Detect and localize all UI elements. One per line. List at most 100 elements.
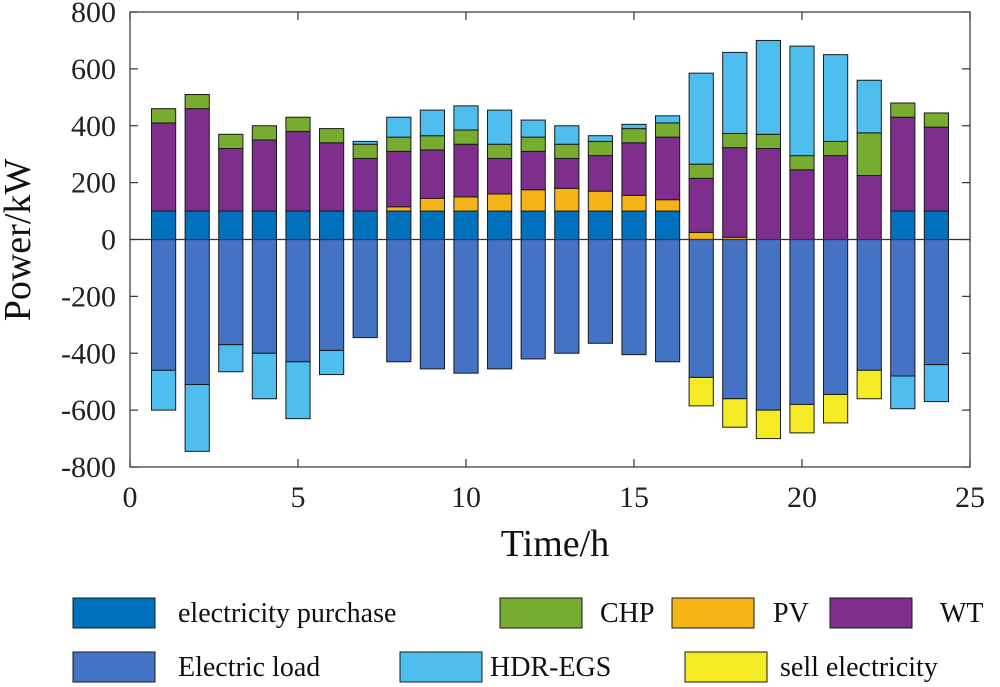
bar-electricity-purchase-t10 — [453, 210, 479, 240]
bar-chp-t13 — [554, 143, 580, 159]
bar-wt-t9 — [419, 149, 445, 199]
legend-label-pv: PV — [773, 598, 809, 629]
y-axis-title: Power/kW — [0, 159, 39, 322]
bar-wt-t4 — [251, 139, 277, 212]
bar-chp-t4 — [251, 125, 277, 141]
bar-hdr-egs-t17 — [688, 72, 714, 165]
bar-electric-load-t21 — [823, 239, 849, 395]
bar-electricity-purchase-t3 — [218, 210, 244, 240]
bar-hdr-egs-t11 — [487, 109, 513, 145]
x-tick-label: 20 — [787, 481, 817, 514]
bar-electricity-purchase-t14 — [587, 210, 613, 240]
bar-pv-t10 — [453, 196, 479, 212]
bar-wt-t6 — [319, 142, 345, 212]
y-tick-label: 400 — [71, 110, 116, 143]
bar-electric-load-t18 — [722, 239, 748, 400]
legend-swatch-hdr-egs — [399, 651, 483, 683]
bar-electric-load-t17 — [688, 239, 714, 378]
bar-hdr-egs-t7 — [352, 140, 378, 145]
bar-wt-t20 — [789, 169, 815, 240]
bar-wt-t8 — [386, 150, 412, 208]
x-tick-label: 15 — [619, 481, 649, 514]
bar-electricity-purchase-t6 — [319, 210, 345, 240]
bar-electric-load-t23 — [890, 239, 916, 377]
bar-electricity-purchase-t13 — [554, 210, 580, 240]
bar-chp-t17 — [688, 163, 714, 179]
bar-sell-electricity-t20 — [789, 403, 815, 434]
y-tick-label: 200 — [71, 167, 116, 200]
bar-hdr-egs-t19 — [755, 39, 781, 135]
y-tick-label: -800 — [61, 451, 116, 484]
bar-chp-t11 — [487, 143, 513, 159]
bar-hdr-egs-charging-t3 — [218, 344, 244, 373]
legend: electricity purchase CHP PV WT Electric load… — [72, 597, 984, 683]
bar-electric-load-t10 — [453, 239, 479, 374]
bar-pv-t16 — [655, 199, 681, 212]
bar-electricity-purchase-t23 — [890, 210, 916, 240]
bar-pv-t11 — [487, 193, 513, 212]
bar-wt-t18 — [722, 147, 748, 238]
bar-electricity-purchase-t2 — [184, 210, 210, 240]
bar-electric-load-t5 — [285, 239, 311, 363]
legend-label-sell-electricity: sell electricity — [780, 652, 938, 683]
bar-wt-t13 — [554, 157, 580, 189]
bar-electricity-purchase-t8 — [386, 210, 412, 240]
bar-electricity-purchase-t1 — [151, 210, 177, 240]
bar-hdr-egs-t18 — [722, 51, 748, 134]
bar-pv-t15 — [621, 194, 647, 212]
bar-pv-t8 — [386, 206, 412, 212]
bar-hdr-egs-t22 — [856, 79, 882, 134]
bar-hdr-egs-charging-t1 — [151, 369, 177, 411]
bar-electric-load-t13 — [554, 239, 580, 354]
bar-chp-t19 — [755, 133, 781, 149]
bar-chp-t16 — [655, 122, 681, 138]
bar-wt-t2 — [184, 108, 210, 212]
bar-sell-electricity-t17 — [688, 376, 714, 407]
bar-electric-load-t15 — [621, 239, 647, 356]
legend-swatch-chp — [499, 597, 583, 629]
bar-electric-load-t12 — [520, 239, 546, 360]
bar-electric-load-t4 — [251, 239, 277, 354]
bar-hdr-egs-t15 — [621, 123, 647, 130]
bar-chp-t10 — [453, 129, 479, 145]
bar-electricity-purchase-t4 — [251, 210, 277, 240]
bar-hdr-egs-charging-t4 — [251, 352, 277, 400]
bar-chp-t22 — [856, 132, 882, 177]
bar-chp-t12 — [520, 136, 546, 152]
bar-wt-t7 — [352, 157, 378, 212]
bar-group — [151, 39, 949, 452]
bar-wt-t17 — [688, 177, 714, 233]
bar-wt-t10 — [453, 143, 479, 198]
bar-pv-t12 — [520, 189, 546, 212]
y-tick-label: 800 — [71, 0, 116, 29]
bar-chp-t1 — [151, 108, 177, 124]
bar-hdr-egs-charging-t23 — [890, 375, 916, 410]
bar-chp-t18 — [722, 132, 748, 149]
bar-chp-t5 — [285, 116, 311, 132]
bar-wt-t1 — [151, 122, 177, 212]
bar-hdr-egs-t12 — [520, 119, 546, 138]
x-axis-title: Time/h — [501, 523, 609, 565]
bar-wt-t16 — [655, 136, 681, 201]
bar-hdr-egs-charging-t2 — [184, 384, 210, 452]
bar-hdr-egs-charging-t6 — [319, 349, 345, 376]
bar-wt-t12 — [520, 150, 546, 191]
bar-electricity-purchase-t11 — [487, 210, 513, 240]
bar-sell-electricity-t18 — [722, 398, 748, 428]
bar-sell-electricity-t21 — [823, 393, 849, 424]
bar-electric-load-t16 — [655, 239, 681, 363]
bar-electricity-purchase-t12 — [520, 210, 546, 240]
bar-chp-t7 — [352, 143, 378, 159]
bar-electric-load-t24 — [923, 239, 949, 366]
bar-chp-t20 — [789, 155, 815, 171]
legend-label-hdr-egs: HDR-EGS — [490, 652, 611, 683]
bar-pv-t14 — [587, 190, 613, 212]
bar-electric-load-t3 — [218, 239, 244, 346]
legend-swatch-sell-electricity — [684, 651, 768, 683]
y-tick-label: 0 — [101, 224, 116, 257]
bar-pv-t13 — [554, 187, 580, 212]
bar-electric-load-t7 — [352, 239, 378, 339]
legend-swatch-wt — [829, 597, 913, 629]
bar-pv-t9 — [419, 197, 445, 212]
bar-wt-t11 — [487, 157, 513, 195]
